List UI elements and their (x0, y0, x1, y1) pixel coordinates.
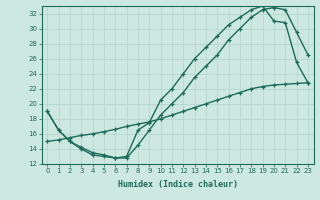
X-axis label: Humidex (Indice chaleur): Humidex (Indice chaleur) (118, 180, 237, 189)
